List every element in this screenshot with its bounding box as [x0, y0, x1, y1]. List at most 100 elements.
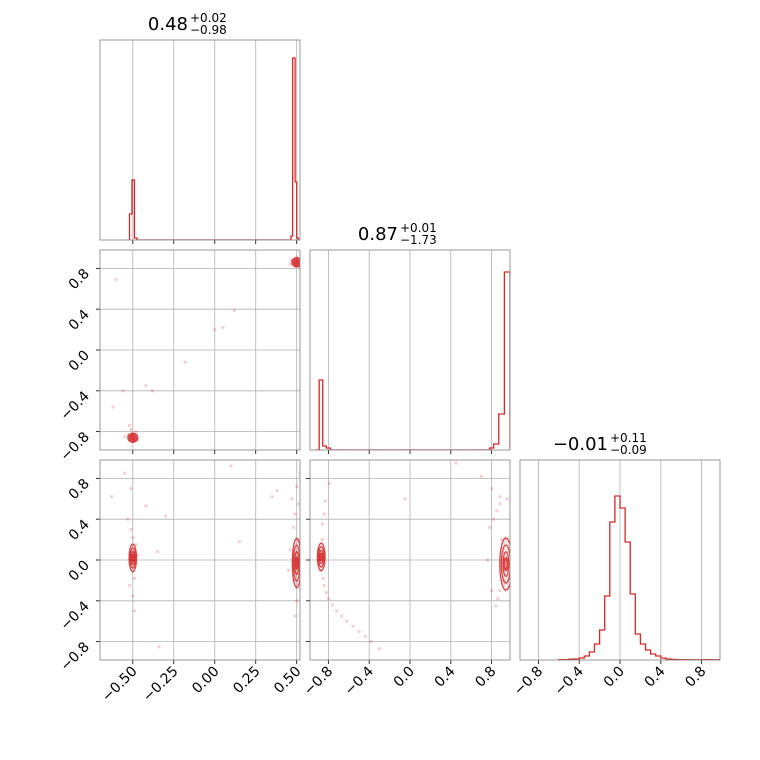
sample-point: [494, 604, 498, 608]
x-tick-label: 0.50: [271, 664, 304, 697]
sample-point: [327, 481, 331, 486]
density-contour: [503, 557, 509, 572]
panel-frame: [309, 459, 511, 661]
sample-point: [129, 427, 133, 432]
x-tick-label: −0.50: [99, 664, 141, 706]
title-median: 0.87: [358, 224, 398, 245]
y-tick-label: −0.4: [57, 388, 92, 423]
sample-point: [288, 548, 292, 552]
y-tick-label: 0.8: [66, 476, 93, 503]
y-tick-label: −0.8: [57, 429, 92, 464]
sample-point: [157, 645, 161, 649]
sample-point: [288, 262, 292, 266]
sample-point: [322, 583, 326, 588]
density-contour: [499, 537, 510, 591]
sample-point: [270, 495, 274, 499]
sample-point: [132, 576, 137, 580]
sample-point: [134, 543, 138, 547]
sample-point: [351, 624, 355, 628]
y-tick-label: 0.4: [66, 517, 93, 544]
density-contour: [294, 556, 299, 570]
param-title-2: −0.01 +0.11−0.09: [553, 431, 647, 457]
sample-point: [286, 568, 291, 572]
sample-point: [490, 589, 494, 593]
sample-point: [293, 512, 297, 516]
sample-point: [323, 499, 327, 503]
sample-point: [122, 471, 127, 475]
sample-point: [300, 520, 303, 523]
density-contour: [129, 434, 136, 441]
sample-point: [237, 540, 241, 544]
x-tick-label: 0.8: [472, 664, 499, 691]
density-contour: [127, 432, 139, 443]
panel-frame: [99, 249, 301, 451]
sample-point: [345, 619, 349, 623]
x-tick-label: −0.4: [342, 663, 377, 698]
sample-point: [330, 603, 335, 607]
sample-point: [121, 389, 125, 393]
y-tick-label: −0.4: [57, 598, 92, 633]
density-fill: [317, 542, 326, 572]
density-fill: [127, 432, 139, 443]
sample-point: [485, 558, 490, 562]
sample-point: [324, 591, 328, 595]
sample-point: [492, 517, 496, 521]
y-tick-label: 0.8: [66, 266, 93, 293]
title-median: 0.48: [148, 14, 188, 35]
sample-point: [221, 325, 225, 330]
density-contour: [294, 260, 299, 265]
panel-frame: [519, 459, 721, 661]
sample-point: [340, 614, 344, 618]
sample-point: [334, 609, 339, 613]
density-contour: [316, 542, 326, 572]
density-contour: [502, 551, 510, 577]
sample-point: [326, 597, 330, 601]
y-tick-label: 0.0: [66, 558, 93, 585]
title-plus: +0.11: [610, 431, 647, 445]
density-contour: [128, 543, 138, 573]
sample-point: [111, 405, 115, 409]
sample-point: [127, 583, 132, 588]
sample-point: [496, 597, 500, 601]
density-fill: [499, 536, 510, 592]
sample-point: [232, 308, 237, 312]
sample-point: [487, 525, 492, 529]
sample-point: [498, 495, 502, 499]
sample-point: [290, 497, 294, 501]
x-tick-label: 0.4: [642, 663, 669, 690]
sample-point: [293, 614, 297, 618]
sample-point: [213, 327, 217, 332]
x-tick-label: 0.25: [230, 664, 263, 697]
density-contour: [319, 552, 324, 562]
sample-point: [131, 535, 135, 540]
sample-point: [320, 537, 324, 542]
sample-point: [126, 517, 130, 521]
sample-point: [291, 525, 296, 529]
density-contour: [294, 550, 300, 576]
histogram-step-1: [315, 271, 510, 450]
scatter-panel-1-0: [111, 255, 300, 443]
density-contour: [128, 433, 138, 442]
sample-point: [498, 589, 502, 593]
grid-layer: [100, 40, 703, 660]
sample-point: [321, 576, 325, 580]
sample-point: [122, 435, 127, 439]
sample-point: [150, 389, 155, 393]
sample-point: [129, 527, 133, 531]
sample-point: [132, 609, 137, 613]
sample-point: [320, 522, 324, 526]
sample-point: [377, 647, 381, 651]
title-median: −0.01: [553, 434, 608, 455]
density-contour: [130, 435, 135, 440]
histogram-step-0: [128, 57, 300, 240]
sample-point: [144, 384, 148, 388]
sample-point: [296, 502, 300, 506]
sample-point: [479, 474, 484, 478]
sample-point: [229, 464, 233, 468]
sample-point: [155, 550, 159, 554]
sample-point: [363, 634, 367, 639]
panel-frame: [99, 459, 301, 661]
sample-point: [498, 502, 502, 506]
title-minus: −1.73: [400, 233, 437, 247]
sample-point: [357, 629, 361, 634]
